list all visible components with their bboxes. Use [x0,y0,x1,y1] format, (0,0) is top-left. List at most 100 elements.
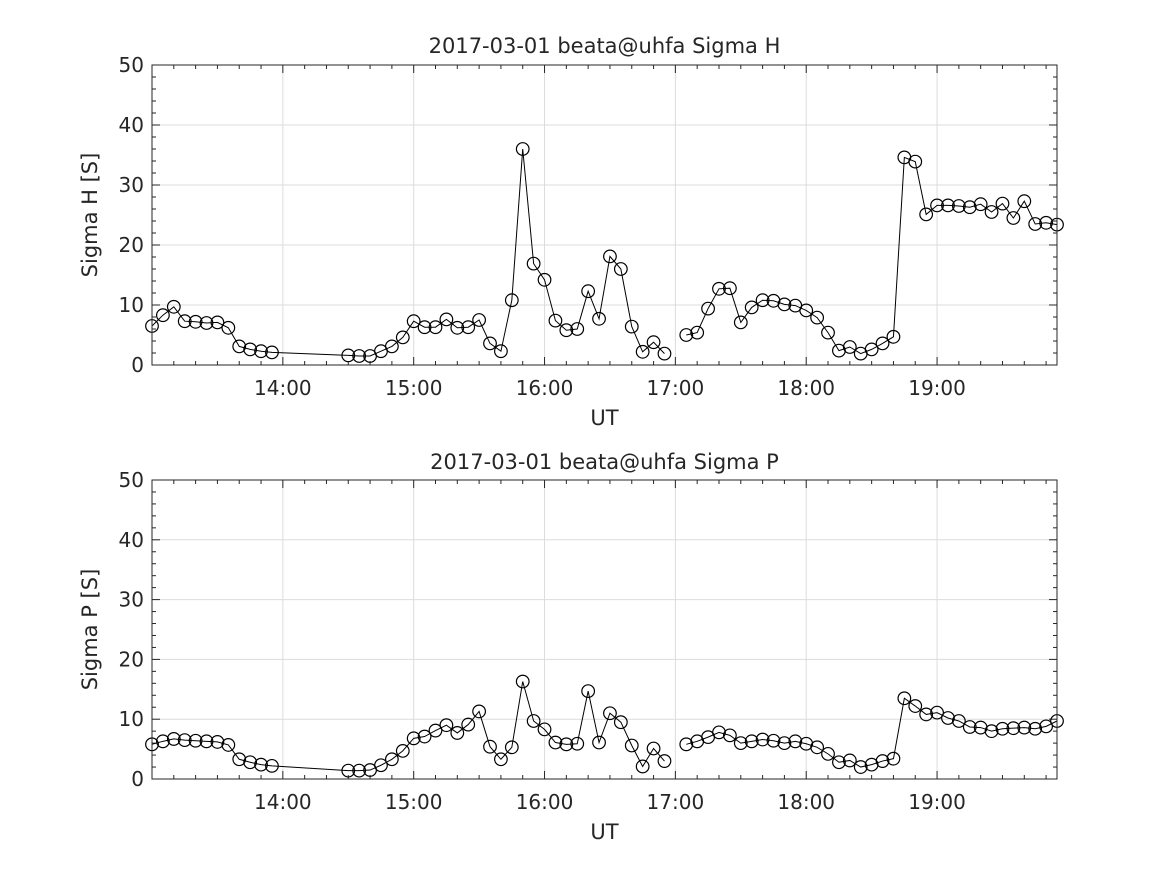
data-point [232,752,247,767]
data-point [799,303,814,318]
data-point [635,759,650,774]
y-tick-label: 20 [119,233,144,257]
data-point [755,293,770,308]
data-point [384,752,399,767]
data-point [254,344,268,359]
data-point [624,319,639,334]
data-point [254,757,268,772]
data-point [428,723,443,738]
data-point [504,740,519,755]
data-point [494,344,508,359]
data-point [821,746,835,761]
data-point [395,330,410,345]
data-point [679,328,694,342]
data-point [384,339,399,354]
data-point [156,308,170,323]
data-point [559,323,574,338]
data-point [1006,721,1021,736]
data-point [461,717,476,732]
data-point [166,299,181,314]
data-point [941,198,955,213]
y-tick-label: 0 [131,353,144,377]
data-point [951,714,966,728]
data-point [657,346,672,361]
x-tick-label: 16:00 [516,790,574,814]
data-point [624,738,639,753]
data-point [417,320,432,335]
data-point [897,691,912,706]
data-point [832,755,846,770]
y-tick-label: 50 [119,468,144,492]
data-point [592,735,606,750]
data-point [1039,719,1053,734]
x-tick-label: 14:00 [254,790,312,814]
x-tick-label: 14:00 [254,376,312,400]
data-point [1017,720,1032,735]
data-point [548,313,563,328]
data-point [744,300,759,315]
y-tick-label: 40 [119,113,144,137]
data-point [788,734,803,749]
data-point [995,721,1010,736]
data-point [886,751,901,766]
x-tick-label: 16:00 [516,376,574,400]
y-tick-label: 30 [119,588,144,612]
data-point [188,733,203,748]
data-point [559,737,574,752]
x-tick-label: 19:00 [908,376,966,400]
data-point [842,340,857,354]
data-point [733,315,748,330]
x-axis-label: UT [590,820,618,844]
data-point [810,310,825,325]
plot-frame [151,64,1058,366]
data-point [581,284,596,299]
data-point [461,320,476,335]
data-point [537,272,552,287]
data-point [581,684,596,698]
data-point [1017,194,1032,209]
data-point [646,335,661,350]
data-point [428,320,443,335]
x-tick-label: 15:00 [385,376,443,400]
data-point [526,714,541,728]
x-tick-label: 17:00 [647,790,705,814]
data-point [984,724,999,739]
data-point [908,154,923,169]
data-point [722,281,737,296]
data-point [515,142,530,156]
data-point [821,325,835,340]
data-point [406,314,421,329]
data-point [635,344,650,359]
data-point [853,760,868,774]
x-tick-label: 19:00 [908,790,966,814]
data-point [962,200,977,215]
data-point [908,699,923,713]
data-point [515,674,530,689]
y-axis-label: Sigma P [S] [78,569,102,691]
data-point [930,705,944,720]
x-tick-label: 18:00 [777,376,835,400]
data-point [548,735,563,750]
data-point [526,256,541,271]
data-point [701,301,715,316]
y-tick-label: 50 [119,53,144,77]
data-point [1028,217,1043,231]
data-point [722,728,737,743]
data-point [374,758,388,773]
data-point [766,733,781,748]
y-axis-label: Sigma H [S] [78,153,102,278]
data-point [243,342,258,357]
data-point [341,348,356,363]
data-point [1028,721,1043,736]
data-point [494,752,508,767]
data-point [592,311,606,326]
data-point [483,336,497,351]
data-point [962,720,977,734]
data-point [450,320,465,335]
data-point [210,315,225,330]
data-point [657,754,672,768]
data-point [199,734,214,749]
data-point [265,345,279,360]
